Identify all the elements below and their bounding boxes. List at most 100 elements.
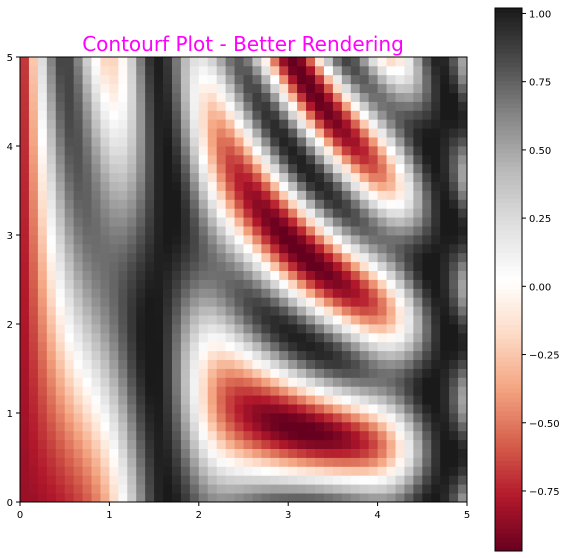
heatmap-cell [189, 235, 200, 245]
heatmap-cell [341, 350, 352, 360]
heatmap-cell [145, 350, 155, 360]
heatmap-cell [404, 484, 414, 494]
heatmap-cell [332, 119, 343, 129]
heatmap-cell [109, 377, 119, 387]
heatmap-cell [395, 110, 405, 120]
heatmap-cell [243, 493, 253, 503]
heatmap-cell [100, 466, 110, 476]
heatmap-cell [198, 261, 209, 271]
heatmap-cell [207, 190, 218, 200]
heatmap-cell [449, 493, 459, 503]
heatmap-cell [386, 359, 396, 369]
colorbar-segment [495, 306, 522, 312]
heatmap-cell [252, 154, 262, 165]
heatmap-cell [73, 315, 83, 325]
heatmap-cell [234, 270, 244, 280]
heatmap-cell [91, 146, 101, 156]
colorbar-segment [495, 338, 522, 344]
colorbar-segment [495, 546, 522, 552]
heatmap-cell [261, 74, 271, 85]
heatmap-cell [341, 475, 352, 485]
heatmap-cell [377, 261, 387, 271]
heatmap-cell [270, 235, 280, 245]
heatmap-cell [171, 421, 182, 432]
heatmap-cell [288, 252, 298, 263]
heatmap-cell [55, 154, 66, 165]
heatmap-cell [154, 395, 164, 405]
heatmap-cell [82, 154, 92, 165]
colorbar-segment [495, 410, 522, 416]
plot-frame [19, 56, 468, 503]
heatmap-cell [171, 57, 182, 67]
colorbar-segment [495, 35, 522, 41]
heatmap-cell [422, 128, 432, 138]
heatmap-cell [136, 270, 146, 280]
heatmap-cell [82, 146, 92, 156]
heatmap-cell [377, 493, 387, 503]
heatmap-cell [395, 306, 405, 316]
heatmap-cell [100, 190, 110, 200]
heatmap-cell [73, 57, 83, 67]
heatmap-cell [386, 341, 396, 352]
heatmap-cell [350, 359, 361, 369]
heatmap-cell [458, 332, 468, 343]
heatmap-cell [422, 226, 432, 236]
heatmap-cell [37, 457, 48, 467]
heatmap-cell [127, 368, 137, 378]
heatmap-cell [252, 92, 262, 102]
colorbar-segment [495, 284, 522, 290]
heatmap-cell [234, 146, 244, 156]
heatmap-cell [440, 421, 450, 432]
heatmap-cell [46, 119, 57, 129]
heatmap-cell [216, 341, 227, 352]
heatmap-cell [73, 350, 83, 360]
heatmap-cell [422, 57, 432, 67]
colorbar-segment [495, 84, 522, 90]
heatmap-cell [109, 261, 119, 271]
heatmap-cell [243, 350, 253, 360]
heatmap-cell [64, 101, 75, 111]
heatmap-cell [171, 101, 182, 111]
heatmap-cell [395, 466, 405, 476]
heatmap-cell [404, 261, 414, 271]
heatmap-cell [180, 110, 191, 120]
heatmap-cell [323, 377, 334, 387]
heatmap-cell [127, 110, 137, 120]
heatmap-cell [449, 199, 459, 209]
heatmap-cell [243, 386, 253, 396]
heatmap-cell [154, 146, 164, 156]
heatmap-cell [440, 404, 450, 414]
heatmap-cell [82, 404, 92, 414]
heatmap-cell [91, 235, 101, 245]
heatmap-cell [20, 172, 30, 182]
heatmap-cell [154, 350, 164, 360]
colorbar-segment [495, 406, 522, 412]
heatmap-cell [449, 146, 459, 156]
heatmap-cell [216, 154, 227, 165]
heatmap-cell [395, 83, 405, 93]
heatmap-cell [323, 57, 334, 67]
heatmap-cell [64, 341, 75, 352]
heatmap-cell [136, 65, 146, 76]
heatmap-cell [386, 101, 396, 111]
heatmap-cell [73, 332, 83, 343]
heatmap-cell [404, 421, 414, 432]
heatmap-cell [288, 128, 298, 138]
heatmap-cell [180, 430, 191, 441]
heatmap-cell [163, 448, 173, 458]
colorbar-segment [495, 519, 522, 525]
heatmap-cell [145, 297, 155, 307]
heatmap-cell [154, 83, 164, 93]
heatmap-cell [440, 457, 450, 467]
heatmap-cell [458, 475, 468, 485]
heatmap-cell [323, 65, 334, 76]
heatmap-cell [243, 208, 253, 218]
heatmap-cell [243, 154, 253, 165]
heatmap-cell [163, 137, 173, 147]
heatmap-cell [91, 457, 101, 467]
heatmap-cell [37, 448, 48, 458]
heatmap-cell [377, 350, 387, 360]
heatmap-cell [46, 226, 57, 236]
heatmap-cell [270, 430, 280, 441]
heatmap-cell [100, 475, 110, 485]
